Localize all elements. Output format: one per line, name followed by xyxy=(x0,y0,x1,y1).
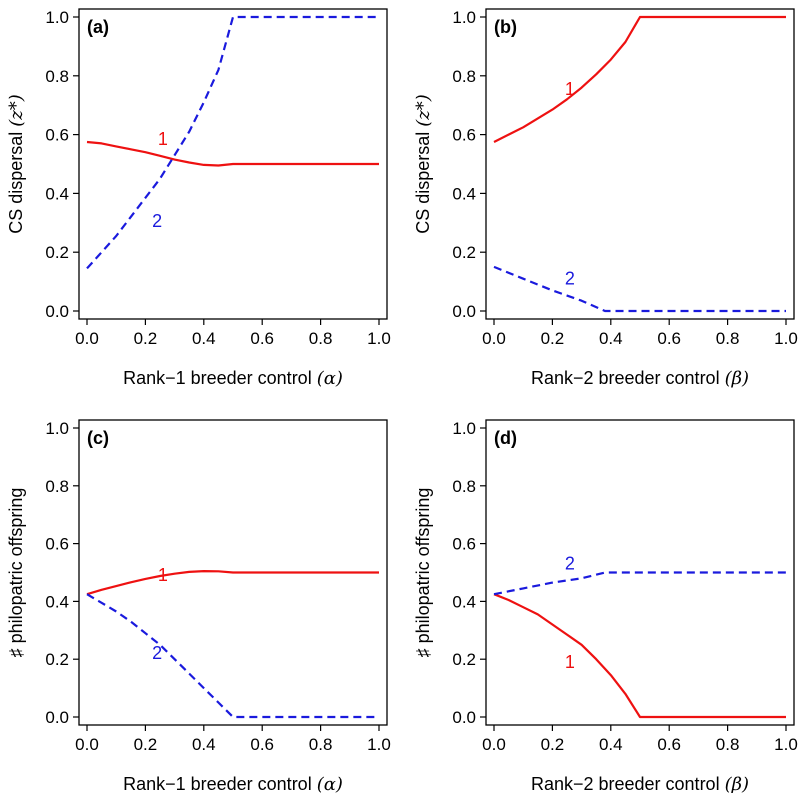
panel-b-xtick-label: 0.6 xyxy=(657,329,681,348)
panel-b-series-2-line xyxy=(493,265,786,313)
panel-b-xtick-label: 0.8 xyxy=(716,329,740,348)
panel-b-ylabel-symbol: (z*) xyxy=(413,94,434,127)
panel-a-series-2-line xyxy=(86,15,379,270)
panel-b-xtick-label: 1.0 xyxy=(774,329,798,348)
panel-d-xtick-label: 0.4 xyxy=(599,735,623,754)
panel-a-ytick-label: 0.4 xyxy=(45,184,69,203)
panel-c-series-2-line xyxy=(86,593,379,719)
panel-c-frame xyxy=(78,419,388,726)
panel-d-ytick-label: 0.4 xyxy=(452,592,476,611)
panel-a-xtick-label: 0.6 xyxy=(250,329,274,348)
panel-c-xlabel: Rank−1 breeder control (α) xyxy=(123,774,343,793)
panel-b-xlabel-symbol: (β) xyxy=(725,368,749,389)
panel-b-ytick-label: 1.0 xyxy=(452,8,476,27)
panel-a-xtick-label: 0.4 xyxy=(192,329,216,348)
panel-a-ylabel: CS dispersal (z*) xyxy=(6,94,27,234)
panel-b-xtick-label: 0.2 xyxy=(541,329,565,348)
panel-d-xtick-label: 0.8 xyxy=(716,735,740,754)
panel-d-frame xyxy=(485,419,795,726)
panel-b-ylabel-text: CS dispersal xyxy=(413,127,433,234)
panel-b-xlabel-text: Rank−2 breeder control xyxy=(531,368,725,388)
panel-c-xtick-label: 0.2 xyxy=(134,735,158,754)
panel-b-ytick-label: 0.6 xyxy=(452,126,476,145)
panel-a-ylabel-text: CS dispersal xyxy=(6,127,26,234)
panel-d-tag: (d) xyxy=(494,428,517,448)
panel-d-series-2-line xyxy=(493,571,786,596)
panel-c-ylabel-text: ♯ philopatric offspring xyxy=(6,488,26,658)
panel-b-xlabel: Rank−2 breeder control (β) xyxy=(531,368,749,389)
panel-a-ytick-label: 1.0 xyxy=(45,8,69,27)
panel-c-series-1-line xyxy=(86,569,379,596)
panel-b-ylabel: CS dispersal (z*) xyxy=(413,94,434,234)
panel-d-xlabel: Rank−2 breeder control (β) xyxy=(531,774,749,793)
panel-a-ylabel-symbol: (z*) xyxy=(6,94,27,127)
panel-a-xtick-label: 0.2 xyxy=(134,329,158,348)
panel-d-ytick-label: 1.0 xyxy=(452,419,476,438)
panel-c-ylabel: ♯ philopatric offspring xyxy=(6,488,26,658)
panel-d-series-1-label: 1 xyxy=(565,652,575,672)
panel-a-tag: (a) xyxy=(87,17,109,37)
panel-a-xlabel: Rank−1 breeder control (α) xyxy=(123,368,343,389)
panel-d-ytick-label: 0.6 xyxy=(452,535,476,554)
panel-d-ytick-label: 0.2 xyxy=(452,650,476,669)
panel-c-tag: (c) xyxy=(87,428,109,448)
panel-d-ytick-label: 0.0 xyxy=(452,708,476,727)
panel-c-xtick-label: 0.0 xyxy=(75,735,99,754)
panel-d-series-2-label: 2 xyxy=(565,554,575,574)
panel-b-ytick-label: 0.4 xyxy=(452,184,476,203)
panel-a-ytick-label: 0.2 xyxy=(45,243,69,262)
panel-b-ytick-label: 0.8 xyxy=(452,67,476,86)
panel-d-series-1-line xyxy=(493,593,786,719)
panel-c-ytick-label: 1.0 xyxy=(45,419,69,438)
panel-c-xlabel-symbol: (α) xyxy=(317,774,343,793)
panel-a-ytick-label: 0.6 xyxy=(45,126,69,145)
panel-d-xtick-label: 0.0 xyxy=(482,735,506,754)
panel-c-ytick-label: 0.0 xyxy=(45,708,69,727)
panel-d-xtick-label: 1.0 xyxy=(774,735,798,754)
panel-a-ytick-label: 0.0 xyxy=(45,302,69,321)
panel-b-xtick-label: 0.0 xyxy=(482,329,506,348)
panel-b-ytick-label: 0.2 xyxy=(452,243,476,262)
panel-d-ylabel: ♯ philopatric offspring xyxy=(413,488,433,658)
panel-c-xtick-label: 0.6 xyxy=(250,735,274,754)
panel-b-xtick-label: 0.4 xyxy=(599,329,623,348)
panel-b: 0.0 0.2 0.4 0.6 0.8 1.0 0.0 0.2 0.4 0.6 0.8 1.0 Rank… xyxy=(413,8,798,389)
panel-a-frame xyxy=(78,8,388,320)
panel-a-series-2-label: 2 xyxy=(152,211,162,231)
panel-b-series-1-line xyxy=(493,15,786,143)
panel-d-ytick-label: 0.8 xyxy=(452,477,476,496)
panel-a-ytick-label: 0.8 xyxy=(45,67,69,86)
panel-a-xtick-label: 0.8 xyxy=(309,329,333,348)
panel-c: 0.0 0.2 0.4 0.6 0.8 1.0 0.0 0.2 0.4 0.6 0.8 1.0 Rank… xyxy=(6,419,391,793)
panel-a-xlabel-symbol: (α) xyxy=(317,368,343,389)
panel-d-ylabel-text: ♯ philopatric offspring xyxy=(413,488,433,658)
panel-a: 0.0 0.2 0.4 0.6 0.8 1.0 0.0 0.2 0.4 0.6 0.8 1.0 Rank… xyxy=(6,8,391,389)
panel-c-ytick-label: 0.2 xyxy=(45,650,69,669)
panel-c-xtick-label: 0.8 xyxy=(309,735,333,754)
panel-c-ytick-label: 0.6 xyxy=(45,535,69,554)
panel-c-xlabel-text: Rank−1 breeder control xyxy=(123,774,317,793)
panel-c-series-2-label: 2 xyxy=(152,643,162,663)
panel-a-series-1-label: 1 xyxy=(158,129,168,149)
panel-b-ytick-label: 0.0 xyxy=(452,302,476,321)
panel-a-series-1-line xyxy=(86,140,379,167)
panel-d-xtick-label: 0.2 xyxy=(541,735,565,754)
panel-a-xtick-label: 1.0 xyxy=(367,329,391,348)
panel-a-xlabel-text: Rank−1 breeder control xyxy=(123,368,317,388)
panel-a-xtick-label: 0.0 xyxy=(75,329,99,348)
panel-b-frame xyxy=(485,8,795,320)
panel-b-series-2-label: 2 xyxy=(565,269,575,289)
panel-c-ytick-label: 0.4 xyxy=(45,592,69,611)
panel-d-xlabel-text: Rank−2 breeder control xyxy=(531,774,725,793)
panel-b-series-1-label: 1 xyxy=(565,79,575,99)
panel-d: 0.0 0.2 0.4 0.6 0.8 1.0 0.0 0.2 0.4 0.6 0.8 1.0 Rank… xyxy=(413,419,798,793)
panel-b-tag: (b) xyxy=(494,17,517,37)
panel-c-ytick-label: 0.8 xyxy=(45,477,69,496)
panel-d-xlabel-symbol: (β) xyxy=(725,774,749,793)
panel-c-xtick-label: 0.4 xyxy=(192,735,216,754)
panel-c-series-1-label: 1 xyxy=(158,565,168,585)
panel-d-xtick-label: 0.6 xyxy=(657,735,681,754)
panel-c-xtick-label: 1.0 xyxy=(367,735,391,754)
